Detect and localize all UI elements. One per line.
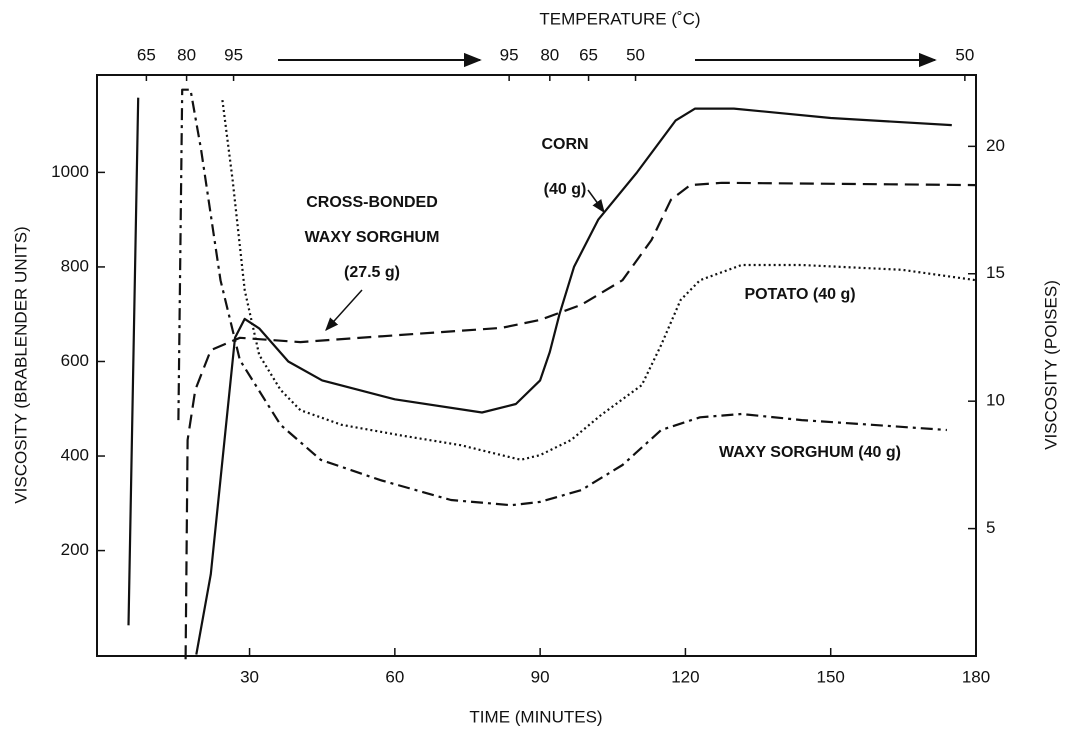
annotation: (40 g) xyxy=(544,181,587,198)
x-tick-label: 120 xyxy=(671,667,699,686)
x-tick-label: 30 xyxy=(240,667,259,686)
top-tick-label: 65 xyxy=(579,45,598,64)
y2-tick-label: 5 xyxy=(986,518,995,537)
y2-tick-label: 20 xyxy=(986,136,1005,155)
x-tick-label: 60 xyxy=(385,667,404,686)
x-axis-label: TIME (MINUTES) xyxy=(469,707,602,726)
top-tick-label: 50 xyxy=(626,45,645,64)
top-tick-label: 65 xyxy=(137,45,156,64)
annotation: CROSS-BONDED xyxy=(306,194,438,211)
top-tick-label: 50 xyxy=(955,45,974,64)
arrow xyxy=(587,189,605,214)
y-axis-label: VISCOSITY (BRABLENDER UNITS) xyxy=(11,226,30,503)
top-tick-label: 95 xyxy=(224,45,243,64)
x-tick-label: 180 xyxy=(962,667,990,686)
series-line xyxy=(127,97,952,655)
annotation: WAXY SORGHUM xyxy=(305,229,440,246)
top-axis-title: TEMPERATURE (˚C) xyxy=(539,9,700,28)
arrow xyxy=(325,289,363,332)
y-tick-label: 600 xyxy=(61,351,89,370)
top-tick-label: 80 xyxy=(540,45,559,64)
series-line xyxy=(221,99,977,461)
plot-frame xyxy=(96,74,977,657)
y-tick-label: 400 xyxy=(61,446,89,465)
annotation: POTATO (40 g) xyxy=(744,286,855,303)
annotation: WAXY SORGHUM (40 g) xyxy=(719,444,901,461)
y2-tick-label: 10 xyxy=(986,391,1005,410)
annotation: (27.5 g) xyxy=(344,264,400,281)
y-tick-label: 200 xyxy=(61,540,89,559)
y2-tick-label: 15 xyxy=(986,263,1005,282)
annotation: CORN xyxy=(541,136,588,153)
top-tick-label: 80 xyxy=(177,45,196,64)
series-line xyxy=(177,88,947,507)
top-tick-label: 95 xyxy=(500,45,519,64)
y-tick-label: 800 xyxy=(61,256,89,275)
x-tick-label: 90 xyxy=(531,667,550,686)
y-tick-label: 1000 xyxy=(51,162,89,181)
x-tick-label: 150 xyxy=(817,667,845,686)
series-line xyxy=(184,181,977,660)
y2-axis-label: VISCOSITY (POISES) xyxy=(1041,280,1060,450)
